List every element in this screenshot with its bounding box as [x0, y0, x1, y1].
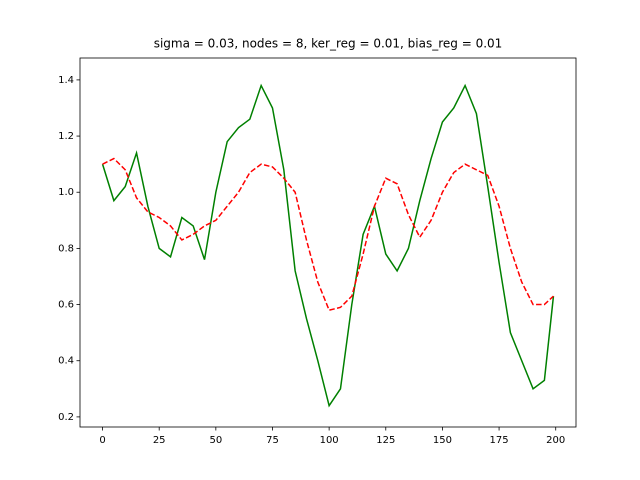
y-tick-label: 1.2: [58, 131, 74, 142]
y-tick-label: 1.4: [58, 75, 74, 86]
x-tick-label: 50: [209, 435, 222, 446]
x-tick-label: 200: [546, 435, 565, 446]
x-tick-label: 0: [99, 435, 105, 446]
x-tick-label: 150: [433, 435, 452, 446]
y-tick-label: 0.8: [58, 243, 74, 254]
y-tick-label: 1.0: [58, 187, 74, 198]
x-tick-label: 75: [266, 435, 279, 446]
x-tick-label: 25: [153, 435, 166, 446]
data-line: [102, 157, 554, 312]
plot-frame: [79, 57, 577, 428]
x-tick-label: 100: [320, 435, 339, 446]
y-tick-label: 0.2: [58, 412, 74, 423]
x-tick-label: 175: [490, 435, 509, 446]
x-tick-label: 125: [376, 435, 395, 446]
data-line: [101, 83, 555, 408]
chart-title: sigma = 0.03, nodes = 8, ker_reg = 0.01,…: [154, 37, 503, 51]
y-tick-label: 0.4: [58, 356, 74, 367]
y-tick-label: 0.6: [58, 300, 74, 311]
